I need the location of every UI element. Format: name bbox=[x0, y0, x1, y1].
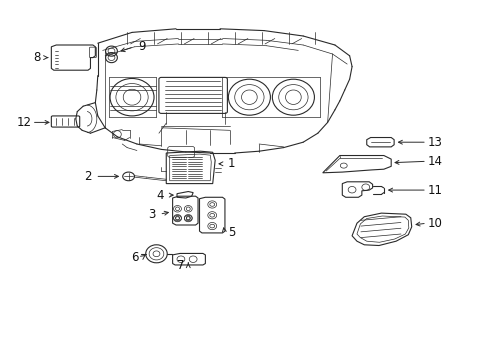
Text: 2: 2 bbox=[83, 170, 91, 183]
Text: 14: 14 bbox=[427, 155, 441, 168]
Text: 4: 4 bbox=[156, 189, 163, 202]
Text: 9: 9 bbox=[138, 40, 145, 53]
Text: 3: 3 bbox=[147, 208, 155, 221]
Text: 6: 6 bbox=[130, 251, 138, 264]
Text: 8: 8 bbox=[33, 51, 41, 64]
Text: 10: 10 bbox=[427, 217, 441, 230]
Text: 11: 11 bbox=[427, 184, 441, 197]
Text: 5: 5 bbox=[228, 226, 236, 239]
Text: 13: 13 bbox=[427, 136, 441, 149]
Text: 1: 1 bbox=[227, 157, 235, 170]
Text: 12: 12 bbox=[17, 116, 31, 129]
Text: 7: 7 bbox=[176, 259, 184, 272]
